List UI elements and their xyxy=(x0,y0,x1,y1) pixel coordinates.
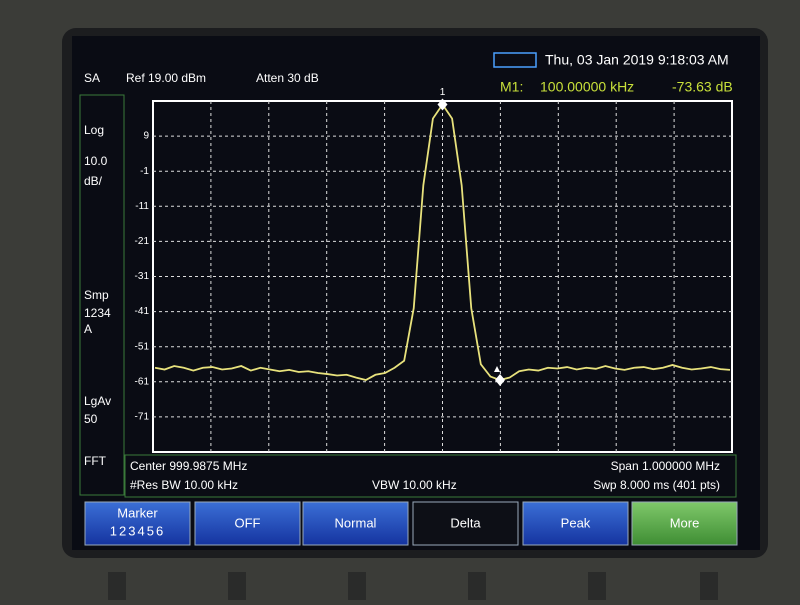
left-panel-label: 1234 xyxy=(84,306,111,320)
softkey[interactable] xyxy=(84,501,191,546)
softkey-label: OFF xyxy=(235,515,261,530)
sweep: Swp 8.000 ms (401 pts) xyxy=(593,478,720,492)
marker-freq: 100.00000 kHz xyxy=(540,79,634,95)
left-panel-label: A xyxy=(84,322,92,336)
softkey[interactable] xyxy=(412,501,519,546)
delta-marker xyxy=(495,374,505,387)
left-panel-label: LgAv xyxy=(84,394,111,408)
ref-level: Ref 19.00 dBm xyxy=(126,71,206,85)
marker-label: 1 xyxy=(440,87,446,98)
y-tick-label: -51 xyxy=(135,341,150,352)
left-panel-texts: SA Log 10.0 dB/Smp 1234 A LgAv 50 FFT xyxy=(84,71,111,468)
left-panel-label: Log xyxy=(84,123,104,137)
marker-name: M1: xyxy=(500,79,523,95)
left-panel-label: FFT xyxy=(84,454,107,468)
left-panel-label: dB/ xyxy=(84,174,103,188)
left-panel-label: 10.0 xyxy=(84,154,108,168)
left-panel-label: 50 xyxy=(84,412,98,426)
plot: 9 -1 -11 -21 -31 -41 -51 -61 -71 1 xyxy=(135,87,733,453)
y-tick-label: -71 xyxy=(135,412,150,423)
y-tick-label: 9 xyxy=(143,131,149,142)
softkey-label: Peak xyxy=(561,515,591,530)
y-tick-label: -31 xyxy=(135,271,150,282)
marker-level: -73.63 dB xyxy=(672,79,733,95)
softkey[interactable] xyxy=(194,501,301,546)
footer-box xyxy=(124,454,737,498)
span: Span 1.000000 MHz xyxy=(611,459,720,473)
softkey-sublabel: 123456 xyxy=(110,523,165,538)
softkey-label: More xyxy=(670,515,700,530)
left-panel-label: Smp xyxy=(84,288,109,302)
softkey[interactable] xyxy=(631,501,738,546)
softkey-label: Normal xyxy=(335,515,377,530)
y-tick-label: -1 xyxy=(140,166,149,177)
rbw: #Res BW 10.00 kHz xyxy=(130,478,238,492)
left-panel xyxy=(79,94,125,496)
softkey-label: Delta xyxy=(450,515,481,530)
center-freq: Center 999.9875 MHz xyxy=(130,459,247,473)
softkey[interactable] xyxy=(302,501,409,546)
y-tick-label: -11 xyxy=(135,201,149,212)
softkey-label: Marker xyxy=(117,505,158,520)
softkeys: Marker 123456 OFF Normal Delta Peak More xyxy=(84,501,738,546)
knobs xyxy=(108,572,718,600)
datetime: Thu, 03 Jan 2019 9:18:03 AM xyxy=(545,52,729,68)
left-panel-label: SA xyxy=(84,71,100,85)
delta-icon xyxy=(494,366,500,373)
screen xyxy=(72,36,760,550)
battery-icon xyxy=(493,52,537,68)
softkey[interactable] xyxy=(522,501,629,546)
y-tick-label: -21 xyxy=(135,236,150,247)
attenuation: Atten 30 dB xyxy=(256,71,319,85)
vbw: VBW 10.00 kHz xyxy=(372,478,457,492)
y-tick-label: -41 xyxy=(135,306,150,317)
marker-1 xyxy=(437,98,448,111)
y-tick-label: -61 xyxy=(135,376,150,387)
